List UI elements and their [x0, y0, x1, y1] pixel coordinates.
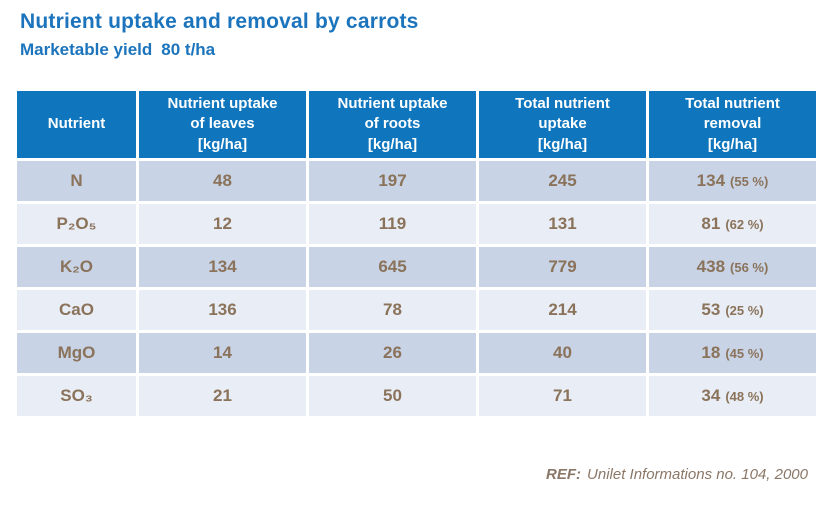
removal-value: 34: [701, 386, 721, 405]
leaves-uptake-cell: 21: [136, 373, 309, 419]
nutrient-table: Nutrient Nutrient uptake of leaves [kg/h…: [14, 88, 819, 419]
total-removal-cell: 81 (62 %): [646, 201, 819, 247]
total-uptake-cell: 245: [476, 158, 649, 204]
removal-value: 81: [701, 214, 721, 233]
total-removal-cell: 438 (56 %): [646, 244, 819, 290]
leaves-uptake-cell: 134: [136, 244, 309, 290]
removal-value: 134: [696, 171, 726, 190]
table-header-row: Nutrient Nutrient uptake of leaves [kg/h…: [14, 88, 819, 161]
total-removal-cell: 134 (55 %): [646, 158, 819, 204]
removal-value: 53: [701, 300, 721, 319]
removal-percent: (25 %): [725, 303, 764, 318]
table-row: K₂O 134 645 779 438 (56 %): [14, 244, 819, 290]
roots-uptake-cell: 119: [306, 201, 479, 247]
total-removal-cell: 53 (25 %): [646, 287, 819, 333]
table-row: SO₃ 21 50 71 34 (48 %): [14, 373, 819, 419]
nutrient-cell: MgO: [14, 330, 139, 376]
header-uptake-roots: Nutrient uptake of roots [kg/ha]: [306, 88, 479, 161]
table-row: N 48 197 245 134 (55 %): [14, 158, 819, 204]
removal-percent: (56 %): [730, 260, 769, 275]
removal-value: 438: [696, 257, 726, 276]
nutrient-cell: CaO: [14, 287, 139, 333]
total-removal-cell: 34 (48 %): [646, 373, 819, 419]
removal-percent: (62 %): [725, 217, 764, 232]
total-uptake-cell: 214: [476, 287, 649, 333]
total-removal-cell: 18 (45 %): [646, 330, 819, 376]
nutrient-cell: P₂O₅: [14, 201, 139, 247]
leaves-uptake-cell: 14: [136, 330, 309, 376]
removal-percent: (55 %): [730, 174, 769, 189]
header-total-removal: Total nutrient removal [kg/ha]: [646, 88, 819, 161]
removal-percent: (45 %): [725, 346, 764, 361]
subtitle-label: Marketable yield: [20, 40, 153, 59]
leaves-uptake-cell: 48: [136, 158, 309, 204]
leaves-uptake-cell: 12: [136, 201, 309, 247]
header-nutrient: Nutrient: [14, 88, 139, 161]
nutrient-cell: K₂O: [14, 244, 139, 290]
reference-text: Unilet Informations no. 104, 2000: [587, 466, 808, 483]
nutrient-cell: N: [14, 158, 139, 204]
roots-uptake-cell: 50: [306, 373, 479, 419]
subtitle-value: 80 t/ha: [161, 40, 216, 59]
header-total-uptake: Total nutrient uptake [kg/ha]: [476, 88, 649, 161]
total-uptake-cell: 40: [476, 330, 649, 376]
total-uptake-cell: 131: [476, 201, 649, 247]
roots-uptake-cell: 645: [306, 244, 479, 290]
roots-uptake-cell: 197: [306, 158, 479, 204]
table-row: MgO 14 26 40 18 (45 %): [14, 330, 819, 376]
footer-reference: REF: Unilet Informations no. 104, 2000: [546, 466, 808, 483]
reference-label: REF:: [546, 466, 582, 483]
table-row: P₂O₅ 12 119 131 81 (62 %): [14, 201, 819, 247]
removal-value: 18: [701, 343, 721, 362]
removal-percent: (48 %): [725, 389, 764, 404]
nutrient-cell: SO₃: [14, 373, 139, 419]
total-uptake-cell: 71: [476, 373, 649, 419]
table-body: N 48 197 245 134 (55 %) P₂O₅ 12 119 131 8…: [14, 158, 819, 419]
total-uptake-cell: 779: [476, 244, 649, 290]
header-uptake-leaves: Nutrient uptake of leaves [kg/ha]: [136, 88, 309, 161]
table-row: CaO 136 78 214 53 (25 %): [14, 287, 819, 333]
roots-uptake-cell: 78: [306, 287, 479, 333]
page-subtitle: Marketable yield 80 t/ha: [20, 40, 215, 60]
leaves-uptake-cell: 136: [136, 287, 309, 333]
page-title: Nutrient uptake and removal by carrots: [20, 10, 419, 33]
roots-uptake-cell: 26: [306, 330, 479, 376]
